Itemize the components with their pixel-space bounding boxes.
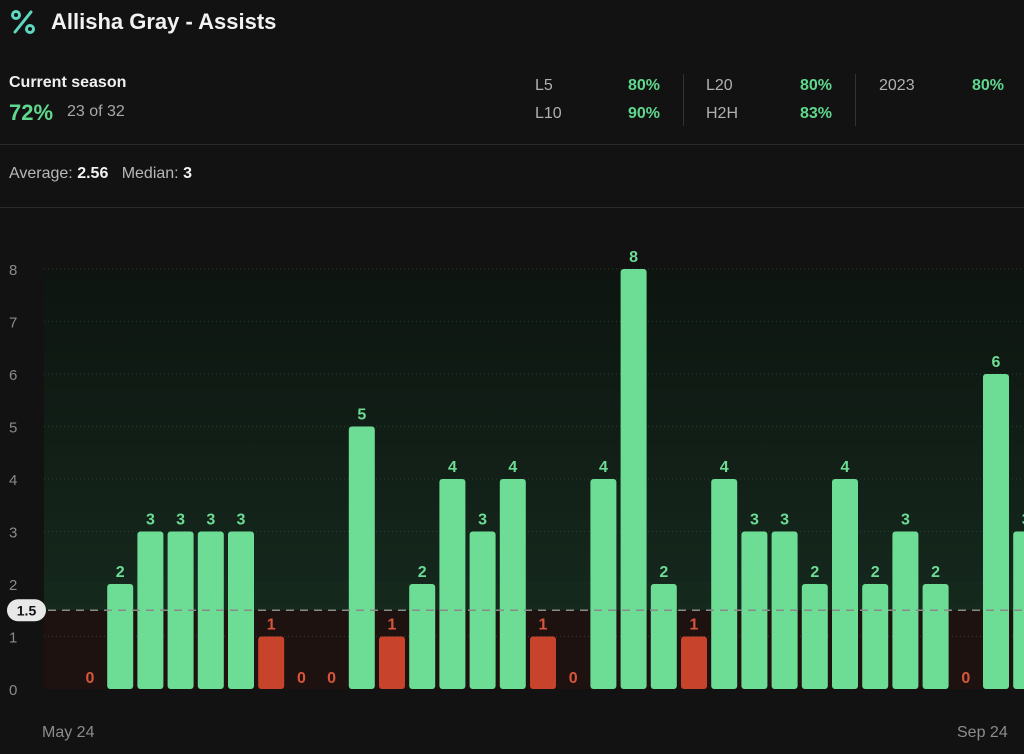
threshold-badge	[7, 599, 46, 622]
bar	[832, 479, 858, 689]
bar	[348, 426, 375, 689]
bar	[258, 636, 285, 689]
divider	[0, 144, 1024, 145]
y-tick-label: 8	[9, 262, 17, 279]
bar	[801, 584, 828, 689]
stat-label-l20: L20	[706, 77, 733, 94]
stats-divider	[855, 74, 856, 126]
bar	[620, 269, 647, 689]
bar	[379, 636, 405, 689]
bar-value-label: 2	[418, 564, 427, 581]
bar	[499, 479, 526, 689]
bar-value-label: 4	[448, 459, 457, 476]
bar-value-label: 3	[780, 512, 789, 529]
bar-value-label: 2	[659, 564, 668, 581]
bar-value-label: 2	[116, 564, 125, 581]
y-tick-label: 3	[9, 525, 17, 542]
average-label: Average:	[9, 165, 73, 182]
bar-value-label: 3	[206, 512, 215, 529]
bar-value-label: 1	[690, 617, 699, 634]
season-label: Current season	[9, 74, 127, 91]
y-tick-label: 7	[9, 315, 17, 332]
bar	[409, 584, 436, 689]
bar-value-label: 1	[388, 617, 397, 634]
y-tick-label: 1	[9, 630, 17, 647]
bar-value-label: 2	[931, 564, 940, 581]
stat-label-2023: 2023	[879, 77, 915, 94]
bar	[681, 636, 707, 689]
y-tick-label: 6	[9, 367, 17, 384]
bar-value-label: 3	[146, 512, 155, 529]
bar-value-label: 1	[267, 617, 276, 634]
x-start-label: May 24	[42, 724, 95, 741]
stat-label-l10: L10	[535, 105, 562, 122]
bar	[862, 584, 889, 689]
bar-value-label: 8	[629, 249, 638, 266]
bar	[650, 584, 677, 689]
x-end-label: Sep 24	[957, 724, 1008, 741]
bar-value-label: 5	[357, 407, 366, 424]
stat-label-l5: L5	[535, 77, 553, 94]
bar	[771, 531, 798, 689]
bar-value-label: 0	[961, 670, 970, 687]
season-count: 23 of 32	[67, 103, 125, 120]
bar-value-label: 3	[176, 512, 185, 529]
bar	[922, 584, 949, 689]
bar	[439, 479, 466, 689]
bar-value-label: 2	[871, 564, 880, 581]
assists-bar-chart: 0 1 2 3 4 5 6 7 8 0 2 3 3 3 3 1 0 0 5 1 2 4 3 4 1 0 4 8 2 1 4 3 3 2 4 2 3 2 0 6…	[7, 249, 1024, 699]
bar-value-label: 4	[508, 459, 517, 476]
summary-line: Average: 2.56 Median: 3	[9, 165, 192, 183]
bar-value-label: 3	[1022, 512, 1024, 529]
stat-value-h2h: 83%	[799, 105, 832, 122]
stat-value-2023: 80%	[971, 77, 1004, 94]
bar	[983, 374, 1009, 689]
bar-value-label: 4	[841, 459, 850, 476]
bar-value-label: 0	[86, 670, 95, 687]
stat-value-l10: 90%	[627, 105, 660, 122]
threshold-label: 1.5	[17, 602, 37, 618]
bar-value-label: 0	[569, 670, 578, 687]
bar-value-label: 4	[720, 459, 729, 476]
divider	[0, 207, 1024, 208]
bar-value-label: 2	[810, 564, 819, 581]
y-tick-label: 2	[9, 577, 17, 594]
y-tick-label: 0	[9, 682, 17, 699]
bar-value-label: 3	[478, 512, 487, 529]
bar	[590, 479, 617, 689]
page-title: Allisha Gray - Assists	[51, 9, 277, 34]
median-label: Median:	[121, 165, 179, 182]
stats-divider	[683, 74, 684, 126]
stat-value-l20: 80%	[799, 77, 832, 94]
bar-value-label: 3	[750, 512, 759, 529]
bar	[711, 479, 738, 689]
bar-value-label: 4	[599, 459, 608, 476]
average-value: 2.56	[77, 165, 109, 182]
bar-value-label: 6	[992, 354, 1001, 371]
header: Allisha Gray - Assists	[0, 0, 1024, 50]
y-tick-label: 4	[9, 472, 17, 489]
bar	[107, 584, 134, 689]
bar-value-label: 3	[901, 512, 910, 529]
bar-value-label: 1	[539, 617, 548, 634]
percent-icon	[11, 10, 35, 34]
median-value: 3	[183, 165, 192, 182]
bar-value-label: 0	[297, 670, 306, 687]
bar-value-label: 3	[237, 512, 246, 529]
stat-label-h2h: H2H	[706, 105, 739, 122]
bar	[530, 636, 556, 689]
stat-value-l5: 80%	[627, 77, 660, 94]
bar	[197, 531, 224, 689]
y-tick-label: 5	[9, 420, 17, 437]
bar-value-label: 0	[327, 670, 336, 687]
season-percentage: 72%	[9, 100, 54, 125]
bar	[228, 531, 254, 689]
